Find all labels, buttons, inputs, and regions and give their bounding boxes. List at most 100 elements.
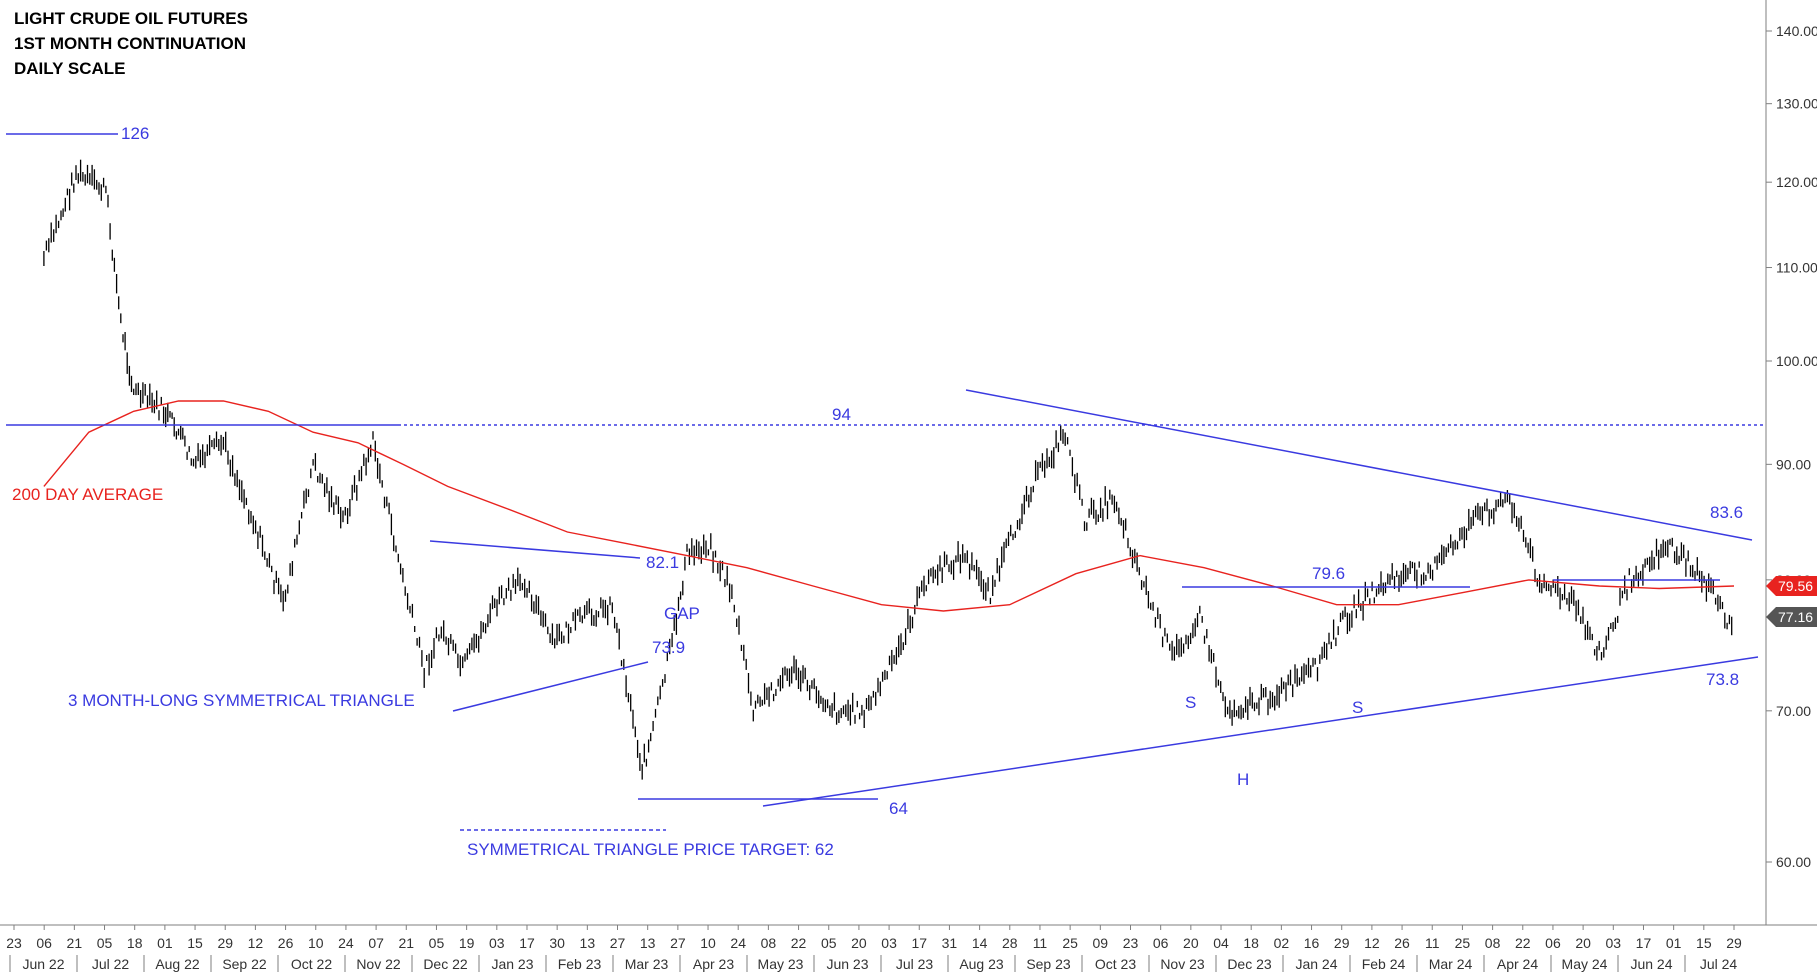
x-tick-label: 26 (1394, 935, 1410, 951)
x-tick-label: 21 (67, 935, 83, 951)
moving-average-label: 200 DAY AVERAGE (12, 485, 163, 504)
price-target-label: SYMMETRICAL TRIANGLE PRICE TARGET: 62 (467, 840, 834, 859)
x-tick-label: 15 (187, 935, 203, 951)
x-tick-label: 10 (700, 935, 716, 951)
x-tick-label: 17 (1636, 935, 1652, 951)
x-tick-label: 05 (97, 935, 113, 951)
level-126-label: 126 (121, 124, 149, 143)
x-tick-label: 24 (730, 935, 746, 951)
upper-trendline-label: 83.6 (1710, 503, 1743, 522)
x-tick-label: 25 (1062, 935, 1078, 951)
x-tick-label: 20 (1575, 935, 1591, 951)
x-tick-label: 10 (308, 935, 324, 951)
triangle-upper-line (429, 540, 641, 559)
x-tick-label: 24 (338, 935, 354, 951)
level-64-label: 64 (889, 799, 908, 818)
lower-trendline (762, 656, 1759, 807)
month-label: Apr 23 (693, 956, 734, 972)
y-tick-label: 140.00 (1776, 23, 1817, 39)
month-label: Sep 23 (1026, 956, 1071, 972)
x-tick-label: 09 (1093, 935, 1109, 951)
month-label: Feb 23 (558, 956, 602, 972)
chart-title-block: LIGHT CRUDE OIL FUTURES 1ST MONTH CONTIN… (14, 6, 248, 81)
head-label: H (1237, 770, 1249, 789)
x-tick-label: 12 (248, 935, 264, 951)
month-label: Jul 22 (92, 956, 130, 972)
x-tick-label: 23 (6, 935, 22, 951)
y-tick-label: 100.00 (1776, 353, 1817, 369)
month-label: Jul 23 (896, 956, 934, 972)
month-label: Nov 23 (1160, 956, 1205, 972)
right-shoulder-label: S (1352, 698, 1363, 717)
month-label: Feb 24 (1362, 956, 1406, 972)
triangle-name-label: 3 MONTH-LONG SYMMETRICAL TRIANGLE (68, 691, 415, 710)
month-label: Mar 24 (1429, 956, 1473, 972)
x-tick-label: 17 (519, 935, 535, 951)
month-label: Oct 23 (1095, 956, 1136, 972)
x-tick-label: 06 (36, 935, 52, 951)
x-tick-label: 08 (761, 935, 777, 951)
last-price-tag-close-bg (1766, 607, 1817, 627)
x-tick-label: 03 (881, 935, 897, 951)
triangle-lower-line (452, 661, 649, 712)
x-tick-label: 15 (1696, 935, 1712, 951)
x-tick-label: 27 (670, 935, 686, 951)
x-tick-label: 05 (429, 935, 445, 951)
triangle-top-label: 82.1 (646, 553, 679, 572)
x-tick-label: 03 (1606, 935, 1622, 951)
x-tick-label: 06 (1545, 935, 1561, 951)
month-label: Nov 22 (356, 956, 401, 972)
x-tick-label: 20 (1183, 935, 1199, 951)
x-tick-label: 03 (489, 935, 505, 951)
x-tick-label: 01 (157, 935, 173, 951)
x-tick-label: 02 (1274, 935, 1290, 951)
x-tick-label: 25 (1455, 935, 1471, 951)
triangle-bottom-label: 73.9 (652, 638, 685, 657)
x-tick-label: 29 (217, 935, 233, 951)
x-tick-label: 22 (1515, 935, 1531, 951)
x-tick-label: 21 (398, 935, 414, 951)
x-tick-label: 07 (368, 935, 384, 951)
x-tick-label: 29 (1334, 935, 1350, 951)
x-tick-label: 26 (278, 935, 294, 951)
y-tick-label: 120.00 (1776, 174, 1817, 190)
month-label: May 23 (758, 956, 804, 972)
y-tick-label: 70.00 (1776, 703, 1811, 719)
gap-label: GAP (664, 604, 700, 623)
y-tick-label: 110.00 (1776, 260, 1817, 276)
y-tick-label: 60.00 (1776, 854, 1811, 870)
x-tick-label: 31 (942, 935, 958, 951)
x-tick-label: 28 (1002, 935, 1018, 951)
x-tick-label: 04 (1213, 935, 1229, 951)
level-94-label: 94 (832, 405, 851, 424)
x-tick-label: 13 (640, 935, 656, 951)
x-tick-label: 12 (1364, 935, 1380, 951)
x-tick-label: 20 (851, 935, 867, 951)
x-tick-label: 08 (1485, 935, 1501, 951)
month-label: Dec 23 (1227, 956, 1272, 972)
month-label: Aug 22 (155, 956, 200, 972)
month-label: Jan 24 (1295, 956, 1337, 972)
month-label: Jul 24 (1700, 956, 1738, 972)
price-bars (43, 159, 1733, 780)
y-tick-label: 130.00 (1776, 96, 1817, 112)
x-tick-label: 11 (1425, 935, 1440, 951)
month-label: Jun 23 (826, 956, 868, 972)
neckline-label: 79.6 (1312, 564, 1345, 583)
last-price-tag-ma-bg (1766, 576, 1817, 596)
x-tick-label: 30 (549, 935, 565, 951)
x-tick-label: 27 (610, 935, 626, 951)
y-tick-label: 90.00 (1776, 456, 1811, 472)
last-price-tag-ma: 79.56 (1766, 576, 1817, 596)
x-tick-label: 18 (1243, 935, 1259, 951)
x-tick-label: 01 (1666, 935, 1682, 951)
month-label: Jun 24 (1630, 956, 1672, 972)
last-price-tag-close-text: 77.16 (1778, 609, 1813, 625)
annotations: 126 94 200 DAY AVERAGE 82.1 73.9 GAP 3 MONTH-L… (6, 124, 1766, 859)
x-tick-label: 11 (1033, 935, 1048, 951)
moving-average-line (43, 400, 1735, 612)
upper-trendline (965, 389, 1753, 541)
last-price-tag-ma-text: 79.56 (1778, 578, 1813, 594)
